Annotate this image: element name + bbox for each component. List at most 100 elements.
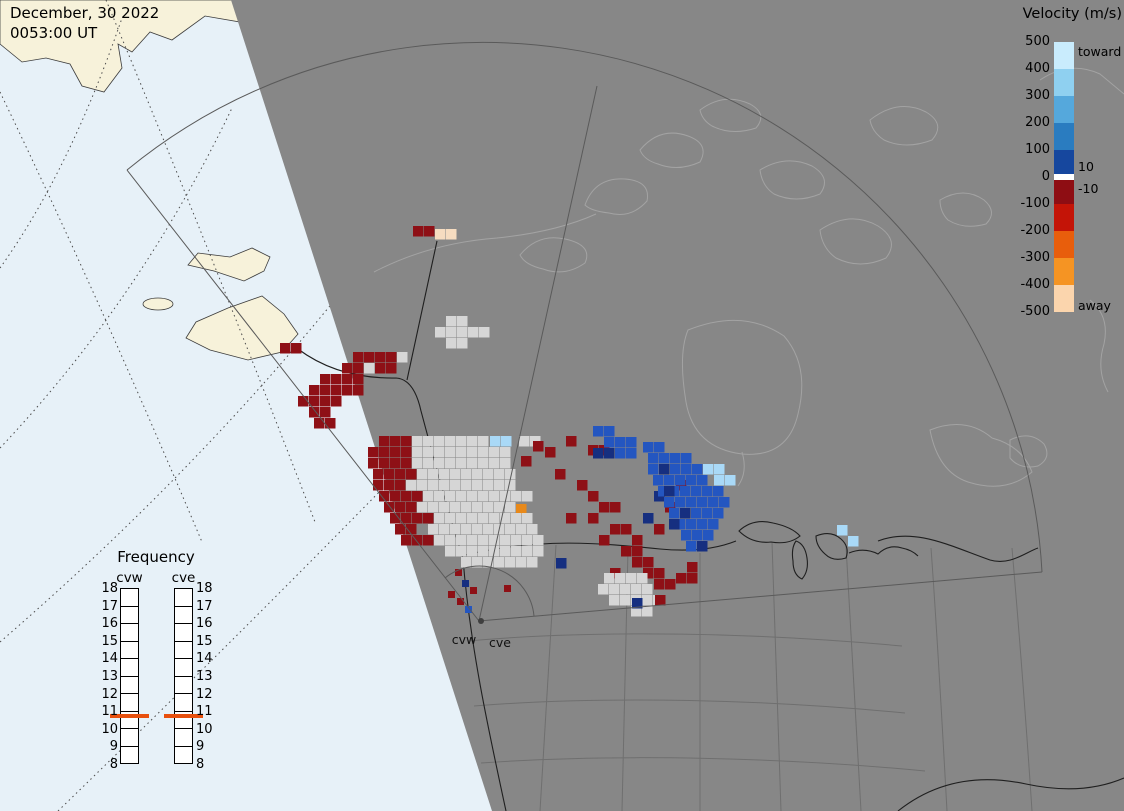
velocity-cell bbox=[555, 469, 566, 480]
fov-left-edge bbox=[126, 169, 480, 622]
velocity-cell bbox=[390, 436, 401, 447]
velocity-cell bbox=[593, 448, 604, 459]
velocity-legend-title: Velocity (m/s) bbox=[1022, 6, 1122, 22]
colorbar-segment bbox=[1054, 69, 1074, 96]
velocity-cell bbox=[681, 453, 692, 464]
velocity-cell bbox=[320, 385, 331, 396]
colorbar-segment bbox=[1054, 96, 1074, 123]
velocity-tick-label: 100 bbox=[1025, 142, 1050, 157]
velocity-cell bbox=[417, 469, 428, 480]
velocity-cell bbox=[483, 469, 494, 480]
velocity-cell bbox=[692, 530, 703, 541]
velocity-cell bbox=[697, 475, 708, 486]
velocity-cell bbox=[434, 491, 445, 502]
velocity-cell bbox=[686, 541, 697, 552]
velocity-cell bbox=[445, 491, 456, 502]
velocity-cell bbox=[472, 480, 483, 491]
velocity-cell-near-range bbox=[457, 598, 464, 605]
velocity-cell bbox=[353, 363, 364, 374]
velocity-cell bbox=[489, 491, 500, 502]
velocity-cell bbox=[483, 524, 494, 535]
frequency-tick-label: 9 bbox=[196, 739, 205, 755]
frequency-tick-label: 15 bbox=[196, 633, 213, 649]
velocity-tick-label: 200 bbox=[1025, 115, 1050, 130]
velocity-cell bbox=[654, 524, 665, 535]
velocity-cell bbox=[708, 497, 719, 508]
velocity-cell bbox=[401, 447, 412, 458]
velocity-cell bbox=[500, 491, 511, 502]
frequency-tick-label: 14 bbox=[196, 651, 213, 667]
velocity-cell bbox=[697, 519, 708, 530]
velocity-cell bbox=[423, 458, 434, 469]
frequency-scale-cell bbox=[175, 745, 192, 764]
velocity-cell bbox=[461, 557, 472, 568]
velocity-cell bbox=[669, 519, 680, 530]
alaska-yukon-border bbox=[406, 240, 438, 381]
frequency-marker-cve bbox=[164, 714, 203, 719]
velocity-cell bbox=[703, 530, 714, 541]
velocity-cell bbox=[439, 524, 450, 535]
velocity-cell bbox=[401, 535, 412, 546]
frequency-scale-cvw bbox=[120, 588, 139, 764]
velocity-cell bbox=[643, 442, 654, 453]
velocity-cell bbox=[298, 396, 309, 407]
velocity-cell bbox=[435, 327, 446, 338]
velocity-cell bbox=[655, 595, 666, 606]
velocity-cell bbox=[450, 480, 461, 491]
velocity-cell bbox=[577, 480, 588, 491]
velocity-cell bbox=[342, 374, 353, 385]
velocity-cell bbox=[691, 508, 702, 519]
velocity-tick-label: -200 bbox=[1020, 223, 1050, 238]
velocity-cell bbox=[494, 480, 505, 491]
velocity-cell bbox=[632, 535, 643, 546]
velocity-cell bbox=[395, 469, 406, 480]
frequency-tick-label: 8 bbox=[196, 757, 205, 772]
velocity-cell bbox=[489, 513, 500, 524]
velocity-cell bbox=[331, 396, 342, 407]
velocity-cell bbox=[417, 480, 428, 491]
velocity-cell bbox=[406, 524, 417, 535]
velocity-tick-label: -100 bbox=[1020, 196, 1050, 211]
velocity-cell bbox=[467, 447, 478, 458]
velocity-cell bbox=[670, 464, 681, 475]
frequency-tick-label: 10 bbox=[101, 721, 118, 737]
velocity-cell bbox=[309, 407, 320, 418]
velocity-cell bbox=[664, 475, 675, 486]
velocity-cell bbox=[632, 546, 643, 557]
frequency-legend: Frequency cvw cve 18 18 17 17 16 16 15 15 14 14 13 13… bbox=[92, 548, 224, 796]
velocity-cell bbox=[467, 458, 478, 469]
velocity-cell bbox=[686, 497, 697, 508]
velocity-cell bbox=[314, 418, 325, 429]
colorbar-segment bbox=[1054, 257, 1074, 285]
nightside-region bbox=[231, 0, 1124, 811]
velocity-tick-label: -400 bbox=[1020, 277, 1050, 292]
frequency-tick-label: 16 bbox=[196, 616, 213, 632]
velocity-cell bbox=[412, 458, 423, 469]
fov-right-edge bbox=[478, 571, 1043, 622]
velocity-cell bbox=[500, 535, 511, 546]
velocity-cell bbox=[521, 456, 532, 467]
velocity-cell bbox=[457, 338, 468, 349]
velocity-cell bbox=[642, 595, 653, 606]
velocity-cell bbox=[390, 458, 401, 469]
velocity-cell bbox=[379, 436, 390, 447]
velocity-cell bbox=[609, 595, 620, 606]
velocity-cell bbox=[424, 226, 435, 237]
velocity-cell bbox=[446, 229, 457, 240]
velocity-cell bbox=[680, 486, 691, 497]
velocity-cell bbox=[450, 502, 461, 513]
frequency-tick-label: 11 bbox=[196, 704, 213, 720]
velocity-cell bbox=[428, 469, 439, 480]
state-boundaries bbox=[467, 541, 1033, 811]
frequency-scale-cell bbox=[121, 693, 138, 711]
velocity-cell bbox=[681, 530, 692, 541]
velocity-cell bbox=[412, 513, 423, 524]
velocity-cell bbox=[386, 352, 397, 363]
velocity-cell bbox=[620, 584, 631, 595]
velocity-cell bbox=[320, 374, 331, 385]
frequency-scale-cell bbox=[121, 675, 138, 694]
velocity-cell bbox=[593, 426, 604, 437]
velocity-tick-label: 300 bbox=[1025, 88, 1050, 103]
frequency-tick-label: 13 bbox=[196, 669, 213, 684]
velocity-cell-near-range bbox=[504, 585, 511, 592]
